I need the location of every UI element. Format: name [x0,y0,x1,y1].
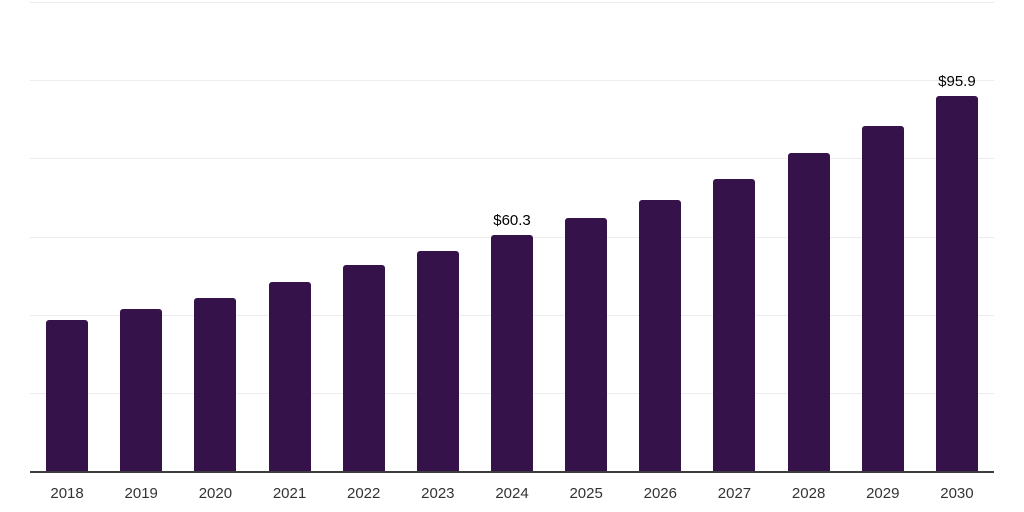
x-tick-label-2023: 2023 [421,485,455,502]
bar-2025 [565,218,608,471]
bar-2019 [120,309,163,471]
x-tick-label-2024: 2024 [495,485,529,502]
x-tick-label-2030: 2030 [940,485,974,502]
gridline [30,2,994,3]
bar-2021 [268,282,311,471]
value-label-2030: $95.9 [938,73,976,91]
bar-2027 [713,178,756,471]
x-tick-label-2022: 2022 [347,485,381,502]
bar-2024 [491,235,533,471]
bar-2028 [787,153,830,471]
x-tick-label-2019: 2019 [124,485,158,502]
value-label-2024: $60.3 [493,212,531,230]
bar-2020 [194,298,237,471]
x-tick-label-2028: 2028 [791,485,826,502]
bar-2018 [46,319,89,471]
bar-2030 [935,96,978,471]
x-tick-label-2026: 2026 [643,485,677,502]
bar-2026 [639,199,682,471]
bar-2029 [861,125,904,471]
gridline [30,158,994,160]
gridline [30,80,994,82]
x-tick-label-2027: 2027 [717,485,752,502]
plot-area: $60.3 $95.9 [30,2,994,473]
x-axis: 2018 2019 2020 2021 2022 2023 2024 2025 2026 2027… [30,473,994,512]
x-tick-label-2025: 2025 [569,485,603,502]
x-tick-label-2029: 2029 [866,485,900,502]
bar-2023 [416,250,459,471]
x-tick-label-2021: 2021 [272,485,307,502]
x-tick-label-2018: 2018 [50,485,84,502]
x-tick-label-2020: 2020 [198,485,233,502]
bar-2022 [342,264,385,471]
